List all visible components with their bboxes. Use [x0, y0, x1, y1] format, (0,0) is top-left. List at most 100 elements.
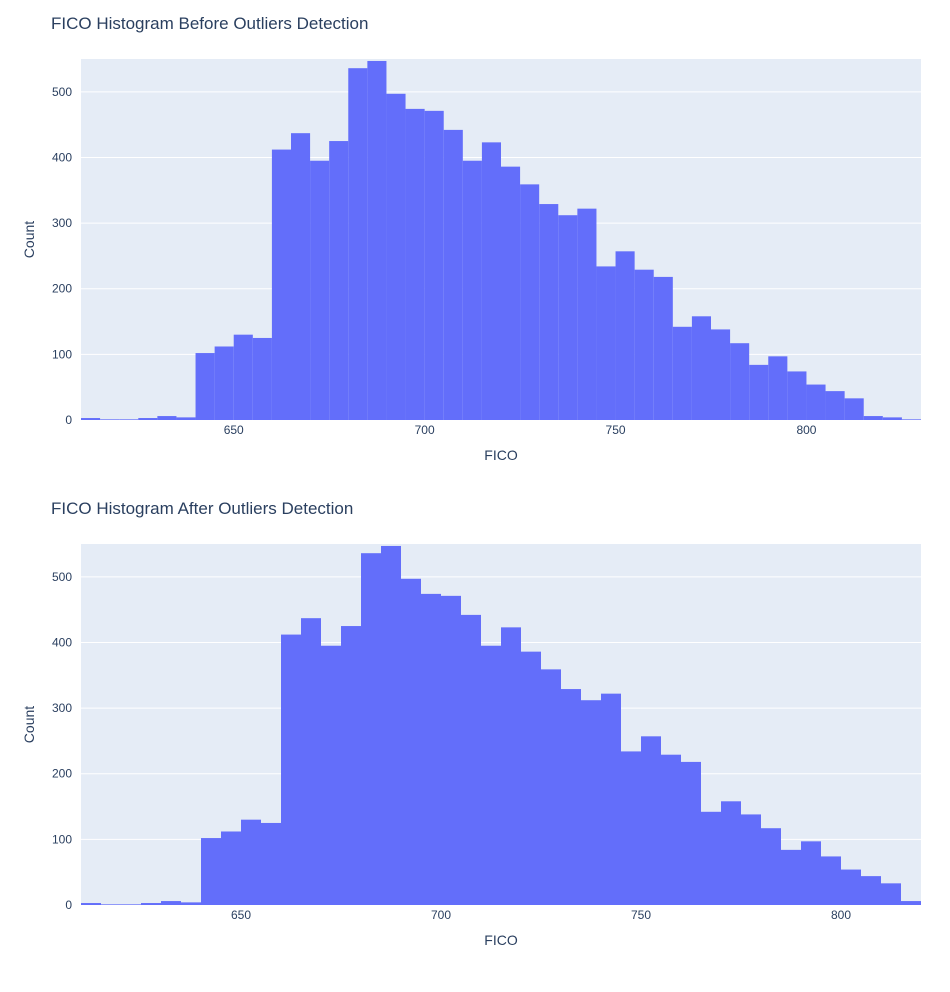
histogram-bar	[601, 693, 621, 905]
histogram-bar	[291, 133, 311, 420]
histogram-bar	[401, 578, 421, 905]
histogram-bar	[711, 329, 731, 420]
histogram-bar	[761, 828, 781, 905]
histogram-bar	[521, 651, 541, 905]
histogram-bar	[581, 700, 601, 905]
histogram-bar	[341, 626, 361, 905]
bars	[81, 545, 921, 905]
x-tick-label: 750	[631, 908, 651, 922]
chart-title: FICO Histogram After Outliers Detection	[51, 499, 353, 518]
y-tick-label: 200	[52, 282, 72, 296]
histogram-bar	[119, 419, 139, 420]
x-tick-label: 750	[606, 423, 626, 437]
histogram-bar	[844, 398, 864, 420]
histogram-bar	[539, 204, 559, 420]
y-tick-label: 200	[52, 767, 72, 781]
y-axis-title: Count	[21, 221, 37, 258]
histogram-bar	[81, 418, 101, 420]
histogram-bar	[141, 903, 161, 905]
histogram-bar	[367, 60, 387, 421]
y-tick-label: 100	[52, 832, 72, 846]
histogram-bar	[501, 627, 521, 905]
histogram-bar	[520, 184, 540, 420]
histogram-bar	[881, 883, 901, 905]
histogram-bar	[806, 384, 826, 420]
histogram-bar	[221, 831, 241, 905]
histogram-bar	[195, 353, 215, 420]
histogram-bar	[701, 811, 721, 905]
histogram-bar	[501, 166, 521, 420]
histogram-bar	[121, 904, 141, 905]
x-tick-label: 700	[431, 908, 451, 922]
histogram-bar	[348, 68, 368, 421]
histogram-bar	[462, 160, 482, 420]
y-tick-label: 400	[52, 635, 72, 649]
x-tick-label: 650	[224, 423, 244, 437]
histogram-bar	[863, 416, 883, 420]
histogram-bar	[261, 822, 281, 905]
histogram-bar	[424, 110, 444, 421]
histogram-bar	[281, 634, 301, 905]
histogram-bar	[176, 417, 196, 420]
histogram-bar	[214, 346, 234, 420]
histogram-bar	[381, 545, 401, 905]
x-tick-label: 800	[831, 908, 851, 922]
histogram-bar	[801, 841, 821, 905]
histogram-bar	[901, 419, 921, 420]
x-tick-label: 800	[796, 423, 816, 437]
histogram-bar	[901, 901, 921, 905]
y-tick-label: 0	[65, 413, 72, 427]
y-axis-title: Count	[21, 706, 37, 743]
histogram-bar	[749, 364, 769, 420]
y-tick-label: 300	[52, 701, 72, 715]
histogram-bar	[672, 326, 692, 420]
histogram-bar	[615, 251, 635, 420]
histogram-bar	[741, 814, 761, 905]
histogram-bar	[241, 819, 261, 905]
histogram-bar	[138, 418, 158, 420]
histogram-bar	[691, 316, 711, 420]
histogram-bar	[481, 645, 501, 905]
histogram-bar	[100, 419, 120, 420]
histogram-bar	[161, 901, 181, 905]
histogram-bar	[81, 903, 101, 905]
histogram-bar	[596, 266, 616, 420]
histogram-bar	[421, 593, 441, 905]
histogram-bar	[201, 838, 221, 905]
x-tick-label: 650	[231, 908, 251, 922]
histogram-bar	[481, 142, 501, 420]
histogram-bar	[681, 761, 701, 905]
histogram-bar	[361, 553, 381, 905]
histogram-bar	[310, 160, 330, 420]
y-tick-label: 300	[52, 216, 72, 230]
histogram-bar	[405, 108, 425, 420]
histogram-bar	[386, 93, 406, 421]
histogram-after-outliers: FICO Histogram After Outliers Detection 0…	[21, 499, 921, 948]
y-tick-label: 400	[52, 150, 72, 164]
x-tick-label: 700	[415, 423, 435, 437]
histogram-bar	[730, 343, 750, 420]
histogram-bar	[541, 669, 561, 905]
histogram-bar	[441, 595, 461, 905]
y-tick-label: 100	[52, 347, 72, 361]
histogram-bar	[252, 337, 272, 420]
x-axis-title: FICO	[484, 447, 518, 463]
histogram-bar	[558, 215, 578, 420]
histogram-bar	[577, 208, 597, 420]
histogram-bar	[157, 416, 177, 420]
histogram-bar	[781, 849, 801, 905]
histogram-bar	[653, 276, 673, 420]
histogram-bar	[787, 371, 807, 420]
histogram-bar	[443, 129, 463, 420]
histogram-bar	[461, 614, 481, 905]
histogram-bar	[329, 141, 349, 420]
histogram-bar	[882, 417, 902, 420]
histogram-bar	[101, 904, 121, 905]
histogram-bar	[561, 689, 581, 905]
histogram-bar	[634, 269, 654, 420]
histogram-bar	[825, 391, 845, 420]
histogram-bar	[861, 876, 881, 905]
histogram-before-outliers: FICO Histogram Before Outliers Detection…	[21, 14, 921, 463]
histogram-bar	[301, 618, 321, 905]
